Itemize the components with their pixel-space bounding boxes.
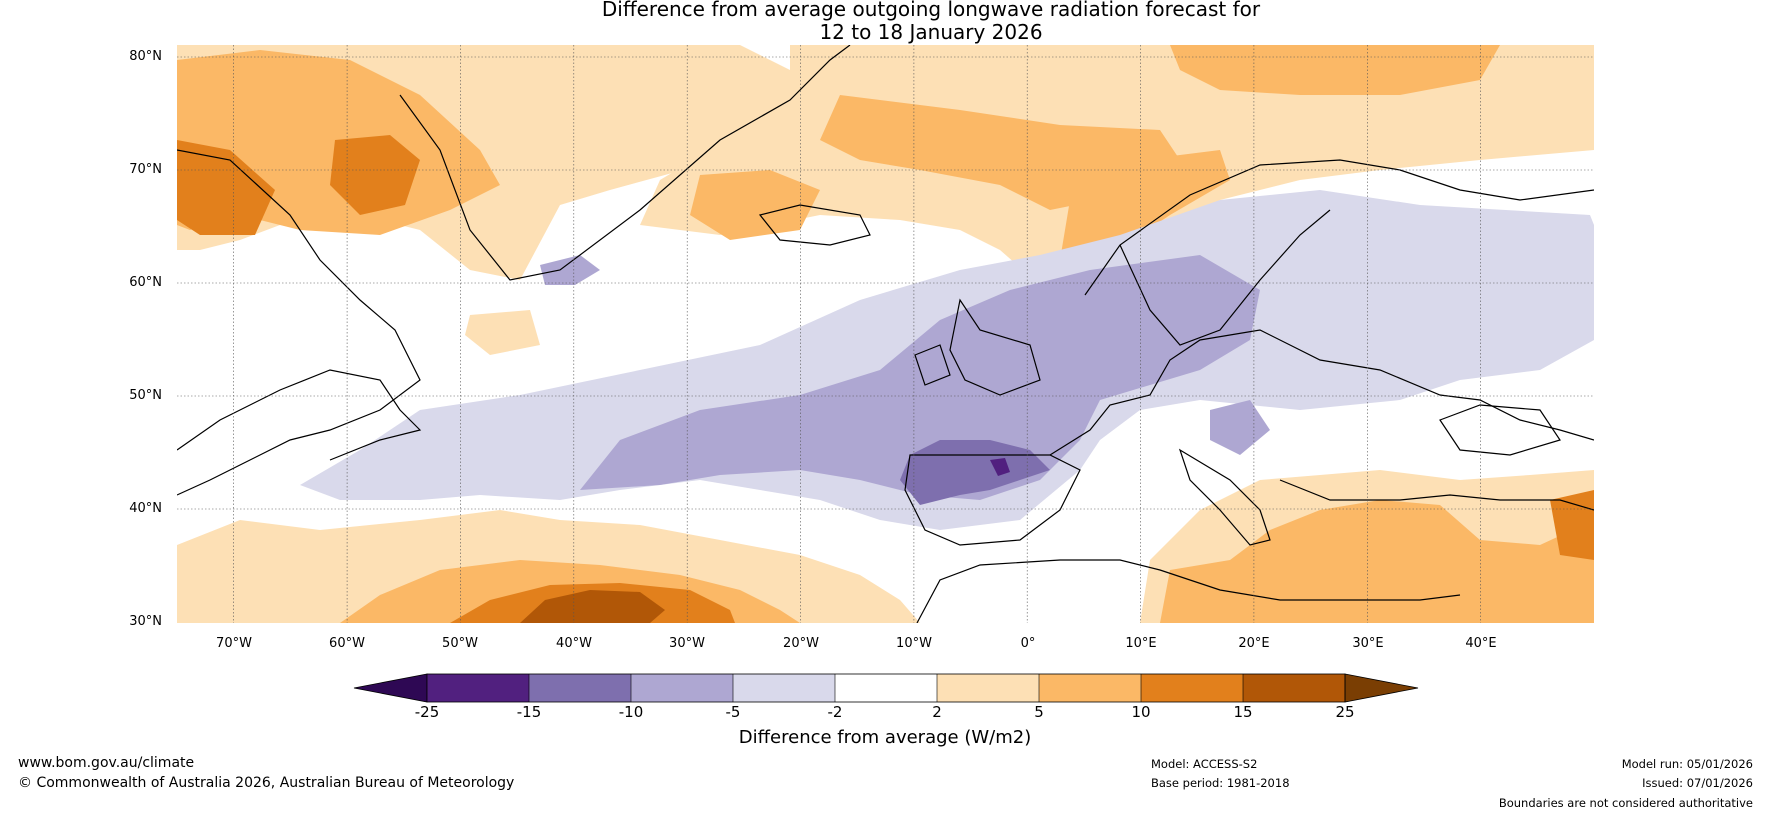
colorbar-extend-low bbox=[353, 673, 428, 703]
coastline-greece-turkey bbox=[1279, 479, 1594, 511]
anomaly-field bbox=[177, 45, 1594, 623]
coastline-greenland bbox=[177, 149, 421, 496]
lon-label-30w: 30°W bbox=[669, 636, 705, 651]
colorbar bbox=[353, 673, 1419, 703]
colorbar-tick-2: 2 bbox=[932, 703, 942, 721]
colorbar-tick-10: 10 bbox=[1131, 703, 1151, 721]
coastline-scandinavia bbox=[1084, 159, 1594, 296]
coastline-north-america bbox=[177, 369, 422, 461]
anomaly-cool-iberia bbox=[900, 440, 1050, 505]
coastline-norway-sweden bbox=[1119, 209, 1331, 346]
anomaly-cool-greenland-south bbox=[540, 255, 600, 285]
anomaly-warm-barents bbox=[820, 95, 1180, 210]
colorbar-tick-5: 5 bbox=[1034, 703, 1044, 721]
colorbar-tick-15: 15 bbox=[1233, 703, 1253, 721]
colorbar-tick-neg2: -2 bbox=[827, 703, 843, 721]
coastline-europe bbox=[1049, 329, 1594, 456]
lon-label-20e: 20°E bbox=[1238, 636, 1270, 651]
footer-issued: Issued: 07/01/2026 bbox=[1642, 776, 1753, 790]
coastline-greenland-east bbox=[399, 45, 851, 281]
anomaly-warm-med-core bbox=[1550, 490, 1594, 560]
chart-title: Difference from average outgoing longwav… bbox=[0, 0, 1770, 44]
coastline-iceland bbox=[758, 204, 871, 246]
lat-label-30n: 30°N bbox=[129, 614, 162, 629]
lon-label-50w: 50°W bbox=[442, 636, 478, 651]
colorbar-tick-neg25: -25 bbox=[414, 703, 440, 721]
anomaly-cool-mid bbox=[580, 255, 1260, 500]
colorbar-tick-25: 25 bbox=[1335, 703, 1355, 721]
title-line-2: 12 to 18 January 2026 bbox=[819, 20, 1043, 44]
colorbar-segment-2 bbox=[631, 674, 733, 702]
coastline-italy bbox=[1178, 448, 1271, 546]
gridlines bbox=[177, 45, 1594, 623]
colorbar-segment-5 bbox=[937, 674, 1039, 702]
lat-label-60n: 60°N bbox=[129, 275, 162, 290]
colorbar-segment-1 bbox=[529, 674, 631, 702]
footer-model-run: Model run: 05/01/2026 bbox=[1621, 757, 1753, 771]
lat-label-40n: 40°N bbox=[129, 501, 162, 516]
title-line-1: Difference from average outgoing longwav… bbox=[601, 0, 1261, 21]
anomaly-warm-irminger bbox=[465, 310, 540, 355]
footer-disclaimer: Boundaries are not considered authoritat… bbox=[1498, 796, 1753, 810]
footer-model: Model: ACCESS-S2 bbox=[1151, 757, 1258, 771]
colorbar-tick-neg10: -10 bbox=[618, 703, 644, 721]
anomaly-warm-atlantic-center bbox=[520, 590, 665, 623]
anomaly-cool-iberia-core bbox=[990, 458, 1010, 476]
colorbar-extend-high bbox=[1344, 673, 1419, 703]
colorbar-tick-neg5: -5 bbox=[725, 703, 741, 721]
coastlines bbox=[177, 45, 1594, 623]
lon-label-20w: 20°W bbox=[783, 636, 819, 651]
anomaly-warm-greenland-core bbox=[177, 140, 275, 235]
colorbar-segment-0 bbox=[427, 674, 529, 702]
colorbar-label: Difference from average (W/m2) bbox=[738, 727, 1032, 748]
lat-label-50n: 50°N bbox=[129, 388, 162, 403]
coastline-africa bbox=[916, 559, 1461, 623]
footer-base-period: Base period: 1981-2018 bbox=[1151, 776, 1290, 790]
lon-label-40e: 40°E bbox=[1465, 636, 1497, 651]
colorbar-segment-7 bbox=[1141, 674, 1243, 702]
anomaly-warm-greenland-east bbox=[330, 135, 420, 215]
lon-label-30e: 30°E bbox=[1352, 636, 1384, 651]
anomaly-warm-arctic bbox=[1170, 45, 1500, 95]
lon-label-60w: 60°W bbox=[329, 636, 365, 651]
coastline-black-sea bbox=[1439, 404, 1561, 456]
lon-label-70w: 70°W bbox=[216, 636, 252, 651]
anomaly-warm-med bbox=[1160, 500, 1594, 623]
lat-label-70n: 70°N bbox=[129, 162, 162, 177]
footer-website: www.bom.gov.au/climate bbox=[18, 755, 195, 771]
anomaly-cool-alps bbox=[1210, 400, 1270, 455]
lon-label-10e: 10°E bbox=[1125, 636, 1157, 651]
colorbar-segment-4 bbox=[835, 674, 937, 702]
colorbar-segment-3 bbox=[733, 674, 835, 702]
anomaly-warm-iceland-sea bbox=[690, 170, 820, 240]
footer-copyright: © Commonwealth of Australia 2026, Austra… bbox=[18, 775, 515, 791]
colorbar-tick-neg15: -15 bbox=[516, 703, 542, 721]
lat-label-80n: 80°N bbox=[129, 49, 162, 64]
lon-label-40w: 40°W bbox=[556, 636, 592, 651]
lon-label-0: 0° bbox=[1020, 636, 1036, 651]
coastline-iberia bbox=[904, 454, 1081, 546]
coastline-british-isles bbox=[949, 298, 1041, 396]
colorbar-segment-6 bbox=[1039, 674, 1141, 702]
colorbar-segment-8 bbox=[1243, 674, 1345, 702]
colorbar-frame bbox=[426, 673, 1346, 703]
lon-label-10w: 10°W bbox=[896, 636, 932, 651]
coastline-ireland bbox=[914, 344, 951, 386]
